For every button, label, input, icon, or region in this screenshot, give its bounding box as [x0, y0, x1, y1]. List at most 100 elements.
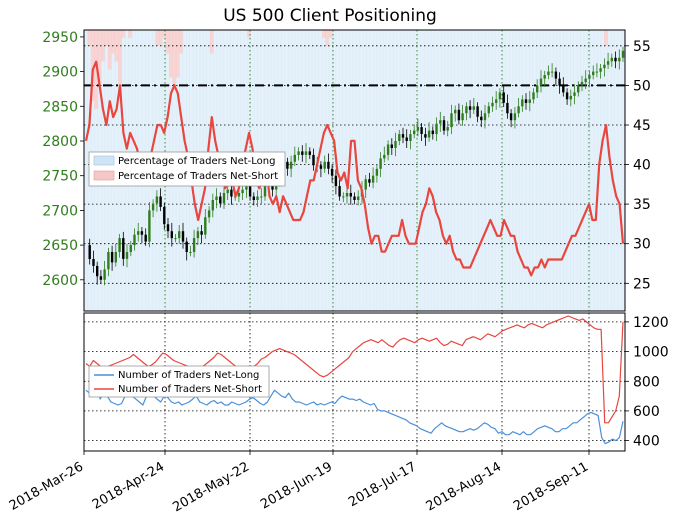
net-long-band-slice — [604, 45, 608, 312]
price-candle-body — [155, 196, 159, 204]
price-candle-body — [181, 231, 185, 242]
right-tick-label: 35 — [633, 197, 651, 213]
price-candle-body — [543, 75, 546, 79]
net-long-band-slice — [502, 30, 506, 311]
price-candle-body — [293, 154, 296, 162]
price-candle-body — [491, 102, 494, 107]
price-candle-body — [297, 151, 300, 155]
price-candle-body — [349, 193, 352, 197]
legend-count-long-label: Number of Traders Net-Long — [118, 370, 259, 381]
net-long-band-slice — [468, 30, 473, 311]
left-tick-label: 2800 — [42, 134, 78, 150]
net-long-band-slice — [94, 109, 99, 311]
net-short-band-slice — [162, 30, 167, 38]
net-long-band-slice — [546, 30, 551, 311]
net-long-band-slice — [451, 30, 456, 311]
price-candle-body — [129, 245, 132, 252]
net-short-band-slice — [87, 30, 92, 46]
price-candle-body — [420, 127, 423, 134]
price-candle-body — [442, 120, 446, 131]
price-candle-body — [185, 241, 188, 252]
price-candle-body — [454, 109, 457, 114]
price-candle-body — [304, 151, 308, 155]
net-long-band-slice — [423, 30, 428, 311]
net-long-count-line — [85, 382, 624, 445]
price-candle-body — [569, 95, 572, 100]
price-candle-body — [110, 252, 114, 263]
right-tick-label: 55 — [633, 39, 651, 55]
price-candle-body — [170, 231, 173, 239]
net-long-band-slice — [172, 85, 177, 312]
price-candle-body — [483, 113, 487, 121]
price-candle-body — [137, 231, 140, 235]
price-candle-body — [148, 210, 151, 242]
net-long-band-slice — [345, 30, 350, 311]
price-candle-body — [457, 109, 461, 121]
net-long-band-slice — [617, 30, 622, 311]
price-candle-body — [207, 210, 211, 218]
right-tick-label-bottom: 400 — [633, 434, 660, 450]
price-candle-body — [509, 113, 513, 121]
price-candle-body — [368, 179, 371, 183]
net-long-band-slice — [532, 30, 537, 311]
price-candle-body — [342, 196, 345, 198]
net-long-band-slice — [169, 77, 173, 311]
price-candle-body — [256, 196, 259, 200]
price-candle-body — [371, 175, 375, 183]
net-short-band-slice — [111, 30, 116, 54]
price-candle-body — [610, 57, 613, 62]
price-candle-body — [401, 134, 405, 138]
price-candle-body — [603, 64, 606, 69]
price-candle-body — [539, 78, 543, 86]
price-candle-body — [424, 134, 427, 138]
price-candle-body — [140, 231, 144, 235]
price-candle-body — [536, 85, 539, 93]
net-long-band-slice — [440, 30, 445, 311]
price-candle-body — [532, 92, 535, 100]
right-tick-label-bottom: 600 — [633, 404, 660, 420]
net-long-band-slice — [539, 30, 544, 311]
x-tick-label: 2018-May-22 — [170, 459, 252, 515]
net-long-band-slice — [563, 30, 568, 311]
price-candle-body — [222, 193, 226, 204]
x-tick-label: 2018-Jul-17 — [346, 459, 419, 510]
left-tick-label: 2650 — [42, 238, 78, 254]
price-candle-body — [524, 99, 528, 103]
net-short-band-slice — [155, 30, 160, 46]
net-long-band-slice — [593, 30, 598, 311]
price-candle-body — [215, 196, 218, 200]
price-candle-body — [554, 71, 558, 79]
net-long-band-slice — [471, 30, 476, 311]
net-long-band-slice — [444, 30, 449, 311]
net-long-band-slice — [580, 30, 585, 311]
price-candle-body — [122, 238, 125, 259]
price-candle-body — [174, 238, 177, 240]
net-short-band-slice — [179, 30, 184, 54]
net-long-band-slice — [454, 30, 459, 311]
price-candle-body — [219, 196, 222, 204]
net-long-band-slice — [430, 30, 435, 311]
net-long-band-slice — [338, 30, 343, 311]
right-tick-label-bottom: 1200 — [633, 315, 669, 331]
price-candle-body — [353, 196, 356, 200]
price-candle-body — [446, 127, 449, 131]
net-long-band-slice — [549, 30, 554, 311]
price-candle-body — [99, 276, 103, 280]
price-candle-body — [465, 106, 468, 114]
price-candle-body — [308, 151, 311, 155]
price-candle-body — [621, 50, 625, 58]
x-tick-label: 2018-Mar-26 — [7, 459, 86, 513]
price-candle-body — [226, 189, 229, 194]
right-tick-label-bottom: 800 — [633, 374, 660, 390]
price-candle-body — [513, 113, 517, 121]
net-long-band-slice — [362, 30, 367, 311]
price-candle-body — [547, 71, 550, 76]
net-long-band-slice — [590, 30, 595, 311]
net-long-band-slice — [107, 69, 112, 311]
net-long-band-slice — [519, 30, 523, 311]
net-long-band-slice — [84, 30, 88, 311]
net-short-count-line — [85, 315, 624, 424]
net-short-band-slice — [209, 30, 214, 54]
right-tick-label: 30 — [633, 237, 651, 253]
price-candle-body — [416, 127, 420, 131]
